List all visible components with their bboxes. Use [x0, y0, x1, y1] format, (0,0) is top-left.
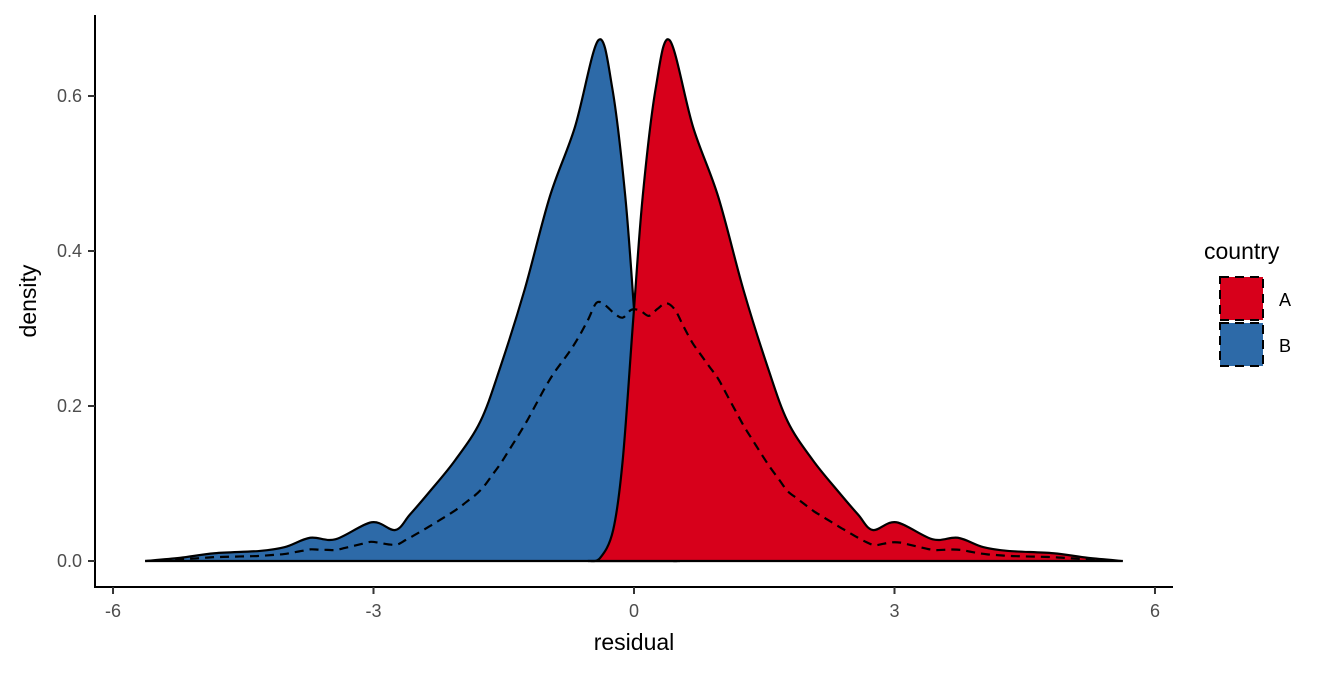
y-axis-title: density: [15, 264, 41, 337]
x-tick-label: 3: [889, 601, 899, 621]
y-tick-label: 0.2: [57, 396, 82, 416]
legend: country A B: [1204, 238, 1291, 367]
legend-title: country: [1204, 238, 1280, 264]
x-tick-label: -6: [105, 601, 121, 621]
legend-key-a: [1219, 276, 1264, 321]
x-tick-label: 0: [629, 601, 639, 621]
density-area-b: [145, 38, 681, 563]
legend-key-b: [1219, 322, 1264, 367]
legend-label-a: A: [1279, 290, 1291, 310]
legend-label-b: B: [1279, 336, 1291, 356]
y-tick-label: 0.6: [57, 86, 82, 106]
y-tick-label: 0.0: [57, 551, 82, 571]
density-area-a: [587, 38, 1123, 563]
x-axis-title: residual: [594, 629, 675, 655]
overall-density-dashed-line: [145, 300, 1118, 563]
x-tick-label: -3: [366, 601, 382, 621]
x-tick-label: 6: [1150, 601, 1160, 621]
y-tick-label: 0.4: [57, 241, 82, 261]
